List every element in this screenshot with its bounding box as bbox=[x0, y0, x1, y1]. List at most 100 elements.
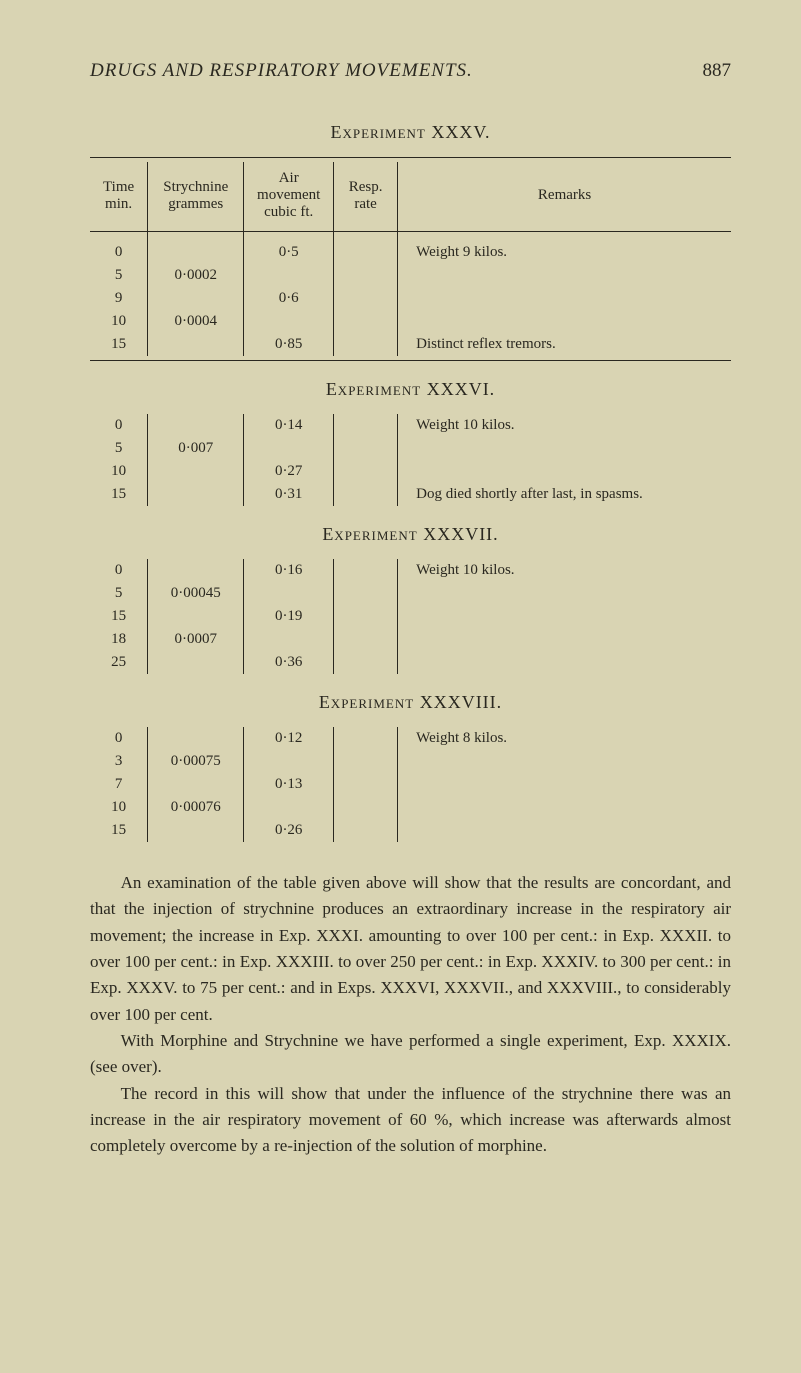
cell-remarks: Weight 8 kilos. bbox=[398, 727, 731, 750]
exp-35-body: 0 0·5 Weight 9 kilos. 5 0·0002 9 0·6 bbox=[90, 232, 731, 357]
cell-strych: 0·0002 bbox=[148, 264, 244, 287]
cell-resp bbox=[334, 264, 398, 287]
cell-time: 3 bbox=[90, 750, 148, 773]
cell-resp bbox=[334, 287, 398, 310]
cell-air bbox=[244, 582, 334, 605]
body-paragraph: With Morphine and Strychnine we have per… bbox=[90, 1028, 731, 1081]
cell-time: 10 bbox=[90, 310, 148, 333]
page-number: 887 bbox=[703, 60, 732, 82]
cell-air: 0·36 bbox=[244, 651, 334, 674]
cell-time: 5 bbox=[90, 264, 148, 287]
cell-resp bbox=[334, 460, 398, 483]
cell-air bbox=[244, 750, 334, 773]
cell-remarks: Weight 10 kilos. bbox=[398, 414, 731, 437]
cell-time: 15 bbox=[90, 819, 148, 842]
col-strychnine-header: Strychninegrammes bbox=[148, 162, 244, 232]
cell-strych bbox=[148, 287, 244, 310]
cell-strych bbox=[148, 232, 244, 265]
cell-time: 25 bbox=[90, 651, 148, 674]
cell-strych: 0·0007 bbox=[148, 628, 244, 651]
cell-remarks bbox=[398, 651, 731, 674]
cell-air: 0·16 bbox=[244, 559, 334, 582]
cell-air: 0·5 bbox=[244, 232, 334, 265]
cell-time: 18 bbox=[90, 628, 148, 651]
cell-strych: 0·00045 bbox=[148, 582, 244, 605]
body-paragraph: The record in this will show that under … bbox=[90, 1081, 731, 1160]
table-row: 5 0·007 bbox=[90, 437, 731, 460]
cell-remarks: Weight 9 kilos. bbox=[398, 232, 731, 265]
col-resp-header: Resp.rate bbox=[334, 162, 398, 232]
cell-air bbox=[244, 310, 334, 333]
cell-remarks bbox=[398, 310, 731, 333]
cell-remarks bbox=[398, 819, 731, 842]
table-header-row: Timemin. Strychninegrammes Airmovementcu… bbox=[90, 162, 731, 232]
cell-resp bbox=[334, 796, 398, 819]
cell-time: 10 bbox=[90, 796, 148, 819]
body-paragraph: An examination of the table given above … bbox=[90, 870, 731, 1028]
cell-resp bbox=[334, 628, 398, 651]
cell-time: 15 bbox=[90, 333, 148, 356]
experiment-heading-37: Experiment XXXVII. bbox=[90, 524, 731, 545]
cell-time: 0 bbox=[90, 559, 148, 582]
cell-strych bbox=[148, 773, 244, 796]
cell-air: 0·31 bbox=[244, 483, 334, 506]
cell-air: 0·27 bbox=[244, 460, 334, 483]
cell-resp bbox=[334, 605, 398, 628]
main-table-wrap: Timemin. Strychninegrammes Airmovementcu… bbox=[90, 157, 731, 361]
cell-air: 0·19 bbox=[244, 605, 334, 628]
table-row: 15 0·85 Distinct reflex tremors. bbox=[90, 333, 731, 356]
cell-strych bbox=[148, 559, 244, 582]
table-row: 9 0·6 bbox=[90, 287, 731, 310]
cell-remarks bbox=[398, 750, 731, 773]
cell-strych bbox=[148, 727, 244, 750]
table-row: 15 0·19 bbox=[90, 605, 731, 628]
table-row: 0 0·16 Weight 10 kilos. bbox=[90, 559, 731, 582]
cell-strych bbox=[148, 483, 244, 506]
experiment-38-table: 0 0·12 Weight 8 kilos. 3 0·00075 7 0·13 bbox=[90, 727, 731, 842]
cell-time: 0 bbox=[90, 414, 148, 437]
cell-air: 0·14 bbox=[244, 414, 334, 437]
experiment-heading-38: Experiment XXXVIII. bbox=[90, 692, 731, 713]
table-row: 15 0·31 Dog died shortly after last, in … bbox=[90, 483, 731, 506]
cell-resp bbox=[334, 773, 398, 796]
table-row: 0 0·12 Weight 8 kilos. bbox=[90, 727, 731, 750]
cell-strych: 0·00075 bbox=[148, 750, 244, 773]
cell-resp bbox=[334, 727, 398, 750]
cell-remarks bbox=[398, 582, 731, 605]
cell-resp bbox=[334, 651, 398, 674]
cell-resp bbox=[334, 437, 398, 460]
cell-resp bbox=[334, 310, 398, 333]
cell-air: 0·26 bbox=[244, 819, 334, 842]
cell-air: 0·13 bbox=[244, 773, 334, 796]
col-time-header: Timemin. bbox=[90, 162, 148, 232]
experiment-36-table: 0 0·14 Weight 10 kilos. 5 0·007 10 0·27 bbox=[90, 414, 731, 506]
table-row: 5 0·00045 bbox=[90, 582, 731, 605]
table-row: 18 0·0007 bbox=[90, 628, 731, 651]
page: DRUGS AND RESPIRATORY MOVEMENTS. 887 Exp… bbox=[0, 0, 801, 1200]
experiment-heading-35: Experiment XXXV. bbox=[90, 122, 731, 143]
cell-time: 15 bbox=[90, 605, 148, 628]
cell-strych bbox=[148, 333, 244, 356]
cell-air: 0·6 bbox=[244, 287, 334, 310]
cell-time: 15 bbox=[90, 483, 148, 506]
cell-air bbox=[244, 628, 334, 651]
table-row: 7 0·13 bbox=[90, 773, 731, 796]
cell-air bbox=[244, 437, 334, 460]
cell-strych bbox=[148, 414, 244, 437]
cell-remarks bbox=[398, 460, 731, 483]
table-row: 5 0·0002 bbox=[90, 264, 731, 287]
body-text: An examination of the table given above … bbox=[90, 870, 731, 1160]
cell-strych bbox=[148, 819, 244, 842]
cell-remarks bbox=[398, 773, 731, 796]
cell-resp bbox=[334, 582, 398, 605]
running-title: DRUGS AND RESPIRATORY MOVEMENTS. bbox=[90, 60, 473, 82]
col-air-header: Airmovementcubic ft. bbox=[244, 162, 334, 232]
cell-resp bbox=[334, 559, 398, 582]
cell-remarks bbox=[398, 796, 731, 819]
table-row: 10 0·27 bbox=[90, 460, 731, 483]
cell-strych bbox=[148, 651, 244, 674]
experiment-37-table: 0 0·16 Weight 10 kilos. 5 0·00045 15 0·1… bbox=[90, 559, 731, 674]
cell-remarks: Distinct reflex tremors. bbox=[398, 333, 731, 356]
table-row: 15 0·26 bbox=[90, 819, 731, 842]
cell-air: 0·85 bbox=[244, 333, 334, 356]
